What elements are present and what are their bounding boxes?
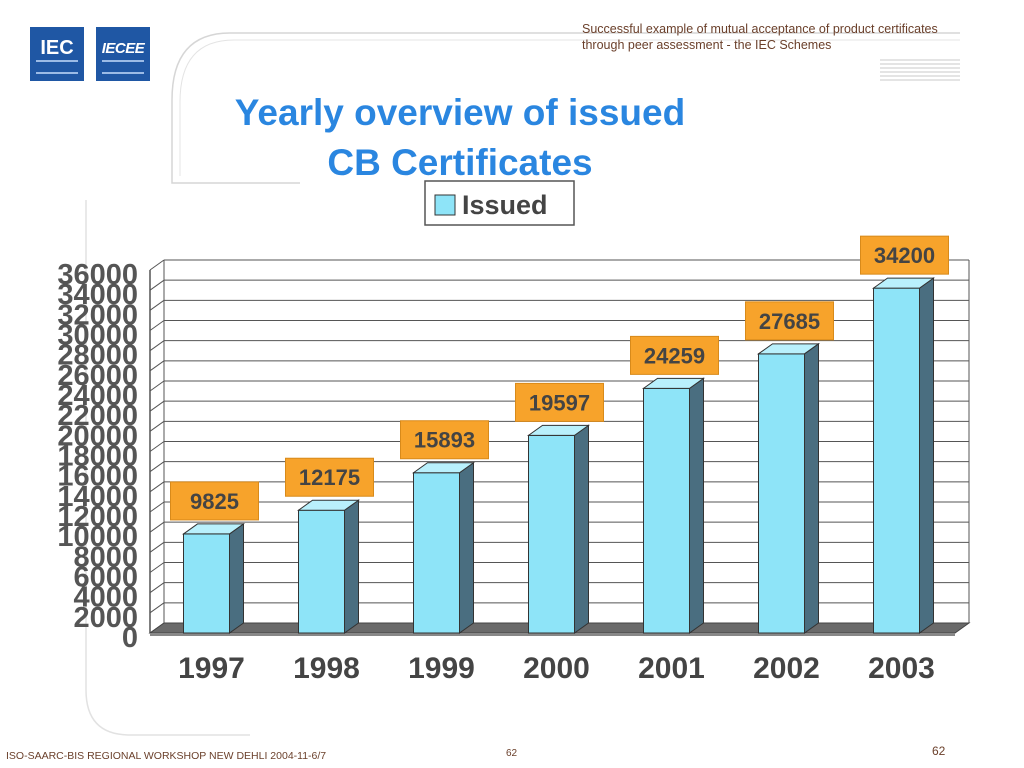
legend-swatch: [434, 194, 456, 216]
y-tick-label: 4000: [73, 582, 138, 614]
y-tick-label: 8000: [73, 541, 138, 573]
bar-top: [756, 343, 821, 355]
gridline-side: [149, 541, 165, 553]
data-label-box: [745, 301, 834, 341]
gridline-side: [149, 602, 165, 614]
y-tick-label: 2000: [73, 602, 138, 634]
gridline-side: [149, 360, 165, 372]
data-label: 12175: [299, 465, 360, 490]
x-tick-label: 1997: [178, 652, 245, 685]
y-tick-label: 14000: [57, 481, 138, 513]
y-tick-label: 20000: [57, 420, 138, 452]
gridline-side: [149, 562, 165, 573]
bar-side: [574, 424, 589, 634]
data-label-box: [630, 335, 719, 375]
x-tick-label: 2000: [523, 652, 590, 685]
y-tick-label: 32000: [57, 299, 138, 331]
gridline-side: [149, 380, 165, 392]
page-title: Yearly overview of issued CB Certificate…: [200, 88, 720, 188]
data-label: 9825: [190, 489, 239, 514]
y-tick-label: 22000: [57, 400, 138, 432]
header-line-1: Successful example of mutual acceptance …: [582, 22, 938, 36]
iecee-logo: IECEE: [96, 27, 150, 81]
data-label: 24259: [644, 343, 705, 368]
gridline-side: [149, 420, 165, 432]
gridline-side: [149, 299, 165, 311]
gridline-side: [149, 521, 165, 533]
bar: [413, 472, 460, 634]
gridline-side: [149, 461, 165, 473]
gridline-side: [149, 501, 165, 513]
y-tick-label: 34000: [57, 279, 138, 311]
bar: [528, 434, 575, 634]
gridline-side: [149, 340, 165, 352]
y-tick-label: 30000: [57, 320, 138, 352]
x-tick-label: 2001: [638, 652, 705, 685]
bar-side: [804, 342, 819, 634]
data-label-box: [170, 481, 259, 521]
bar-side: [229, 522, 244, 634]
chart-floor-edge: [150, 633, 955, 636]
x-tick-label: 1999: [408, 652, 475, 685]
x-tick-label: 2002: [753, 652, 820, 685]
bar-side: [344, 499, 359, 634]
gridline-side: [149, 400, 165, 412]
footer-page-number-center: 62: [506, 748, 518, 759]
data-label-box: [285, 457, 374, 497]
gridline-side: [149, 441, 165, 452]
bar-top: [641, 377, 706, 389]
gridline-side: [149, 320, 165, 331]
y-tick-label: 26000: [57, 360, 138, 392]
bar-top: [296, 499, 361, 511]
gridline-side: [149, 259, 165, 271]
header-subtitle: Successful example of mutual acceptance …: [582, 21, 938, 53]
bar-top: [871, 277, 936, 289]
y-tick-label: 16000: [57, 461, 138, 493]
y-tick-label: 12000: [57, 501, 138, 533]
bar: [873, 287, 920, 634]
data-label: 15893: [414, 428, 475, 453]
iec-logo: IEC: [30, 27, 84, 81]
y-tick-label: 0: [122, 622, 138, 654]
data-label-box: [515, 382, 604, 422]
title-line-2: CB Certificates: [327, 142, 593, 183]
y-tick-label: 10000: [57, 521, 138, 553]
legend-label: Issued: [462, 190, 548, 220]
data-label: 27685: [759, 309, 820, 334]
bar-side: [919, 277, 934, 634]
header-line-2: through peer assessment - the IEC Scheme…: [582, 38, 832, 52]
footer-page-number: 62: [932, 744, 946, 758]
bar-side: [689, 377, 704, 634]
data-label-box: [860, 235, 949, 275]
data-label: 34200: [874, 243, 935, 268]
logo-wave-decoration: [36, 60, 78, 74]
bar-top: [526, 424, 591, 436]
y-tick-label: 28000: [57, 340, 138, 372]
y-tick-label: 24000: [57, 380, 138, 412]
gridline-side: [149, 481, 165, 493]
bar-side: [459, 461, 474, 634]
gridline-side: [149, 582, 165, 594]
gridline-side: [149, 279, 165, 291]
y-tick-label: 6000: [73, 562, 138, 594]
title-line-1: Yearly overview of issued: [234, 92, 686, 133]
logo-wave-decoration: [102, 60, 144, 74]
data-label: 19597: [529, 390, 590, 415]
bar: [643, 387, 690, 634]
y-tick-label: 18000: [57, 441, 138, 473]
y-tick-label: 36000: [57, 259, 138, 291]
bar: [183, 533, 230, 634]
data-label-box: [400, 420, 489, 460]
x-tick-label: 2003: [868, 652, 935, 685]
bar-top: [181, 523, 246, 535]
bar-top: [411, 462, 476, 474]
x-tick-label: 1998: [293, 652, 360, 685]
bar: [758, 353, 805, 634]
footer-event-text: ISO-SAARC-BIS REGIONAL WORKSHOP NEW DEHL…: [6, 750, 327, 762]
bar: [298, 509, 345, 634]
